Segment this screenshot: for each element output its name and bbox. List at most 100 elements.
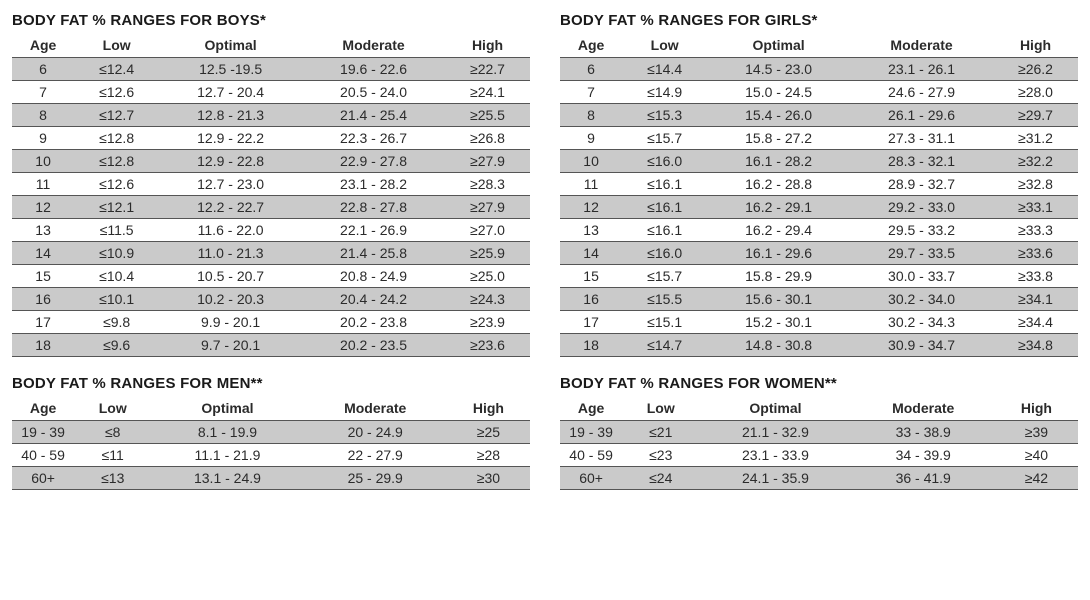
table-body-girls: 6≤14.414.5 - 23.023.1 - 26.1≥26.27≤14.91…: [560, 58, 1078, 357]
col-age: Age: [12, 396, 74, 421]
table-cell: ≤16.0: [622, 150, 707, 173]
table-row: 7≤12.612.7 - 20.420.5 - 24.0≥24.1: [12, 81, 530, 104]
table-cell: ≥29.7: [993, 104, 1078, 127]
table-cell: 19 - 39: [560, 421, 622, 444]
table-cell: ≥22.7: [445, 58, 530, 81]
table-cell: 30.0 - 33.7: [850, 265, 993, 288]
table-cell: 20 - 24.9: [304, 421, 447, 444]
table-cell: 7: [12, 81, 74, 104]
table-cell: ≥33.6: [993, 242, 1078, 265]
table-cell: 33 - 38.9: [852, 421, 995, 444]
table-cell: 14: [560, 242, 622, 265]
table-cell: ≥24.1: [445, 81, 530, 104]
table-cell: ≤16.1: [622, 196, 707, 219]
table-cell: 14: [12, 242, 74, 265]
col-moderate: Moderate: [850, 33, 993, 58]
table-cell: ≤9.8: [74, 311, 159, 334]
table-cell: ≥24.3: [445, 288, 530, 311]
table-row: 12≤12.112.2 - 22.722.8 - 27.8≥27.9: [12, 196, 530, 219]
table-row: 18≤14.714.8 - 30.830.9 - 34.7≥34.8: [560, 334, 1078, 357]
col-low: Low: [622, 33, 707, 58]
table-row: 11≤16.116.2 - 28.828.9 - 32.7≥32.8: [560, 173, 1078, 196]
table-cell: ≥30: [447, 467, 530, 490]
table-cell: ≥23.9: [445, 311, 530, 334]
col-low: Low: [622, 396, 699, 421]
table-cell: 18: [560, 334, 622, 357]
table-cell: 24.1 - 35.9: [699, 467, 851, 490]
table-cell: 27.3 - 31.1: [850, 127, 993, 150]
table-row: 10≤16.016.1 - 28.228.3 - 32.1≥32.2: [560, 150, 1078, 173]
table-cell: ≤14.7: [622, 334, 707, 357]
table-cell: ≥32.8: [993, 173, 1078, 196]
table-cell: 16.1 - 28.2: [707, 150, 850, 173]
table-cell: 9.9 - 20.1: [159, 311, 302, 334]
table-cell: 12.5 -19.5: [159, 58, 302, 81]
table-cell: ≤15.1: [622, 311, 707, 334]
table-cell: 19 - 39: [12, 421, 74, 444]
table-cell: 20.2 - 23.5: [302, 334, 445, 357]
table-header-row: Age Low Optimal Moderate High: [12, 33, 530, 58]
table-cell: 26.1 - 29.6: [850, 104, 993, 127]
table-cell: 29.7 - 33.5: [850, 242, 993, 265]
table-cell: ≥23.6: [445, 334, 530, 357]
table-cell: 11.0 - 21.3: [159, 242, 302, 265]
table-cell: 12.9 - 22.8: [159, 150, 302, 173]
table-row: 6≤14.414.5 - 23.023.1 - 26.1≥26.2: [560, 58, 1078, 81]
table-cell: 7: [560, 81, 622, 104]
table-cell: 11: [560, 173, 622, 196]
table-cell: 8: [12, 104, 74, 127]
table-header-row: Age Low Optimal Moderate High: [560, 33, 1078, 58]
table-cell: 11: [12, 173, 74, 196]
table-cell: ≤12.8: [74, 127, 159, 150]
panel-title-men: BODY FAT % RANGES FOR MEN**: [12, 375, 530, 392]
col-high: High: [993, 33, 1078, 58]
table-cell: ≥25.9: [445, 242, 530, 265]
table-row: 19 - 39≤2121.1 - 32.933 - 38.9≥39: [560, 421, 1078, 444]
table-cell: ≤14.4: [622, 58, 707, 81]
table-cell: 15.4 - 26.0: [707, 104, 850, 127]
table-cell: 30.2 - 34.3: [850, 311, 993, 334]
table-cell: 11.6 - 22.0: [159, 219, 302, 242]
table-cell: 12.8 - 21.3: [159, 104, 302, 127]
table-row: 10≤12.812.9 - 22.822.9 - 27.8≥27.9: [12, 150, 530, 173]
table-men: Age Low Optimal Moderate High 19 - 39≤88…: [12, 396, 530, 490]
table-row: 17≤9.89.9 - 20.120.2 - 23.8≥23.9: [12, 311, 530, 334]
table-cell: 6: [12, 58, 74, 81]
table-cell: ≤14.9: [622, 81, 707, 104]
table-row: 19 - 39≤88.1 - 19.920 - 24.9≥25: [12, 421, 530, 444]
table-cell: ≤16.0: [622, 242, 707, 265]
panel-girls: BODY FAT % RANGES FOR GIRLS* Age Low Opt…: [560, 12, 1078, 357]
table-body-women: 19 - 39≤2121.1 - 32.933 - 38.9≥3940 - 59…: [560, 421, 1078, 490]
table-cell: 11.1 - 21.9: [151, 444, 303, 467]
table-cell: ≥32.2: [993, 150, 1078, 173]
table-cell: ≥34.4: [993, 311, 1078, 334]
table-cell: 12.9 - 22.2: [159, 127, 302, 150]
table-cell: ≥26.8: [445, 127, 530, 150]
table-cell: ≤10.1: [74, 288, 159, 311]
table-cell: 15: [12, 265, 74, 288]
table-cell: 29.2 - 33.0: [850, 196, 993, 219]
table-cell: ≥25.0: [445, 265, 530, 288]
panel-title-girls: BODY FAT % RANGES FOR GIRLS*: [560, 12, 1078, 29]
table-cell: 16: [12, 288, 74, 311]
table-cell: 22.1 - 26.9: [302, 219, 445, 242]
table-cell: 9: [12, 127, 74, 150]
table-cell: ≥40: [995, 444, 1078, 467]
table-cell: 6: [560, 58, 622, 81]
table-row: 7≤14.915.0 - 24.524.6 - 27.9≥28.0: [560, 81, 1078, 104]
table-cell: 8.1 - 19.9: [151, 421, 303, 444]
col-moderate: Moderate: [852, 396, 995, 421]
col-optimal: Optimal: [151, 396, 303, 421]
table-cell: ≤15.3: [622, 104, 707, 127]
table-cell: ≥25: [447, 421, 530, 444]
table-cell: 14.8 - 30.8: [707, 334, 850, 357]
table-cell: 13.1 - 24.9: [151, 467, 303, 490]
table-row: 60+≤1313.1 - 24.925 - 29.9≥30: [12, 467, 530, 490]
table-cell: 10.2 - 20.3: [159, 288, 302, 311]
table-row: 6≤12.412.5 -19.519.6 - 22.6≥22.7: [12, 58, 530, 81]
table-cell: 24.6 - 27.9: [850, 81, 993, 104]
table-body-men: 19 - 39≤88.1 - 19.920 - 24.9≥2540 - 59≤1…: [12, 421, 530, 490]
table-header-row: Age Low Optimal Moderate High: [560, 396, 1078, 421]
table-row: 13≤16.116.2 - 29.429.5 - 33.2≥33.3: [560, 219, 1078, 242]
col-high: High: [995, 396, 1078, 421]
